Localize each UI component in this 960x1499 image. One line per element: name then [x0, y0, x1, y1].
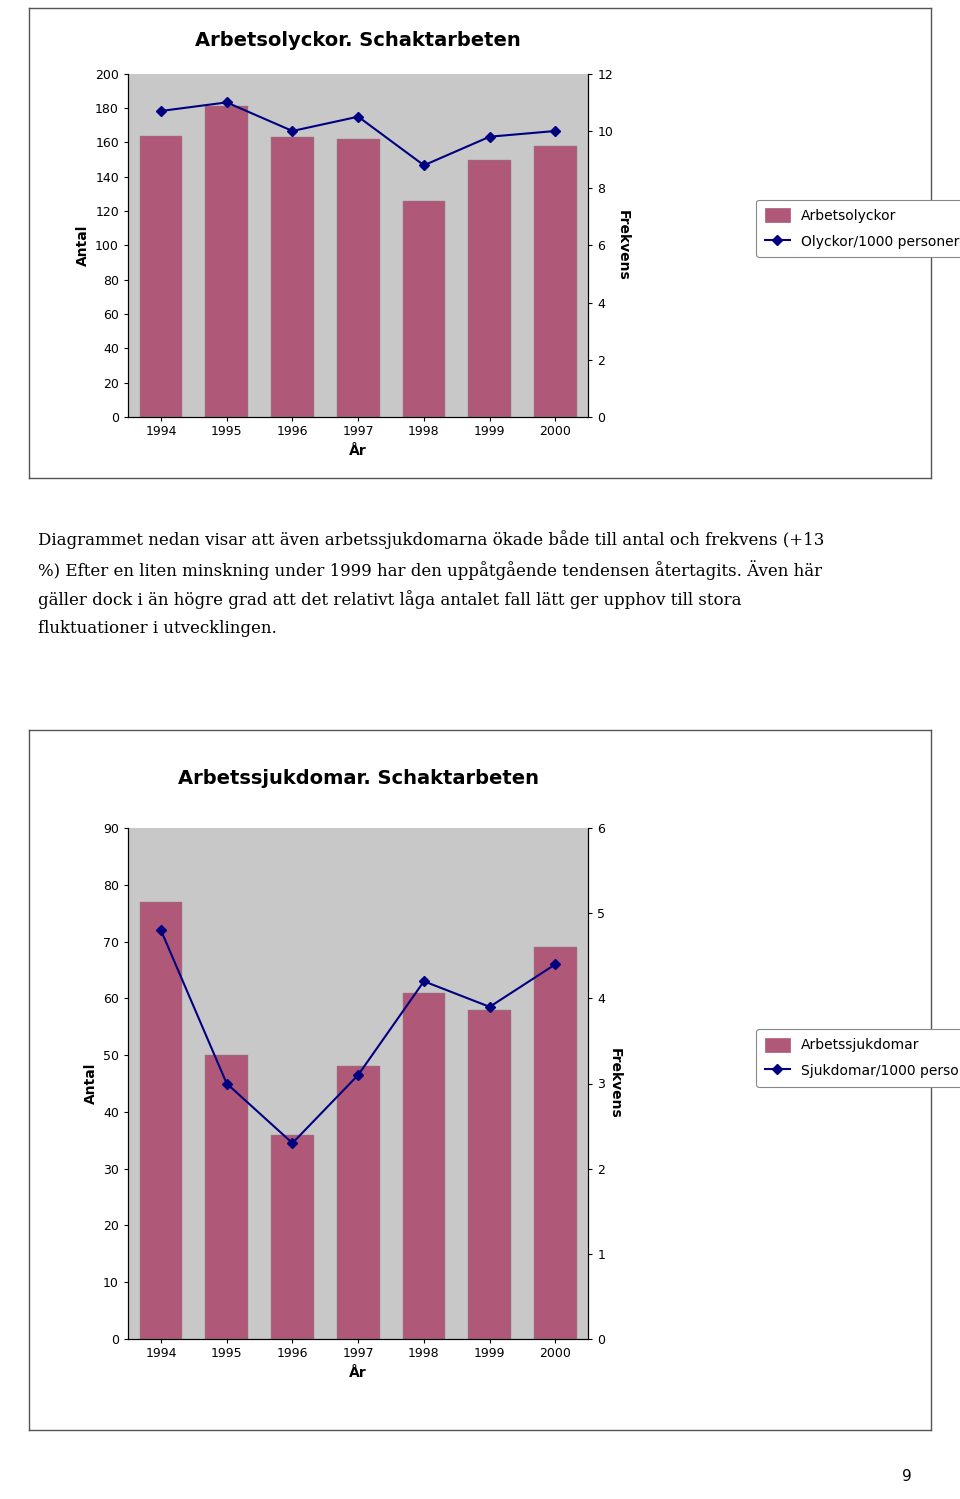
Text: Diagrammet nedan visar att även arbetssjukdomarna ökade både till antal och frek: Diagrammet nedan visar att även arbetssj… [38, 531, 825, 549]
Bar [139, 902, 182, 1339]
Text: 9: 9 [902, 1469, 912, 1484]
Bar [205, 1055, 248, 1339]
Text: Arbetsolyckor. Schaktarbeten: Arbetsolyckor. Schaktarbeten [195, 31, 521, 51]
Y-axis label: Frekvens: Frekvens [608, 1048, 622, 1118]
Y-axis label: Frekvens: Frekvens [616, 210, 630, 280]
Bar [402, 201, 445, 417]
Bar [468, 159, 511, 417]
Legend: Arbetsolyckor, Olyckor/1000 personer: Arbetsolyckor, Olyckor/1000 personer [756, 199, 960, 256]
Legend: Arbetssjukdomar, Sjukdomar/1000 personer: Arbetssjukdomar, Sjukdomar/1000 personer [756, 1030, 960, 1087]
Text: Arbetssjukdomar. Schaktarbeten: Arbetssjukdomar. Schaktarbeten [178, 769, 539, 788]
Bar [337, 1066, 379, 1339]
Y-axis label: Antal: Antal [84, 1063, 98, 1105]
Text: fluktuationer i utvecklingen.: fluktuationer i utvecklingen. [38, 621, 277, 637]
Bar [534, 947, 577, 1339]
Text: %) Efter en liten minskning under 1999 har den uppåtgående tendensen återtagits.: %) Efter en liten minskning under 1999 h… [38, 561, 823, 580]
X-axis label: År: År [349, 444, 367, 457]
Bar [271, 138, 314, 417]
X-axis label: År: År [349, 1366, 367, 1381]
Bar [271, 1135, 314, 1339]
Bar [468, 1010, 511, 1339]
Bar [205, 106, 248, 417]
Y-axis label: Antal: Antal [76, 225, 89, 265]
Bar [139, 135, 182, 417]
Bar [402, 992, 445, 1339]
Text: gäller dock i än högre grad att det relativt låga antalet fall lätt ger upphov t: gäller dock i än högre grad att det rela… [38, 591, 742, 609]
Bar [337, 139, 379, 417]
Bar [534, 145, 577, 417]
